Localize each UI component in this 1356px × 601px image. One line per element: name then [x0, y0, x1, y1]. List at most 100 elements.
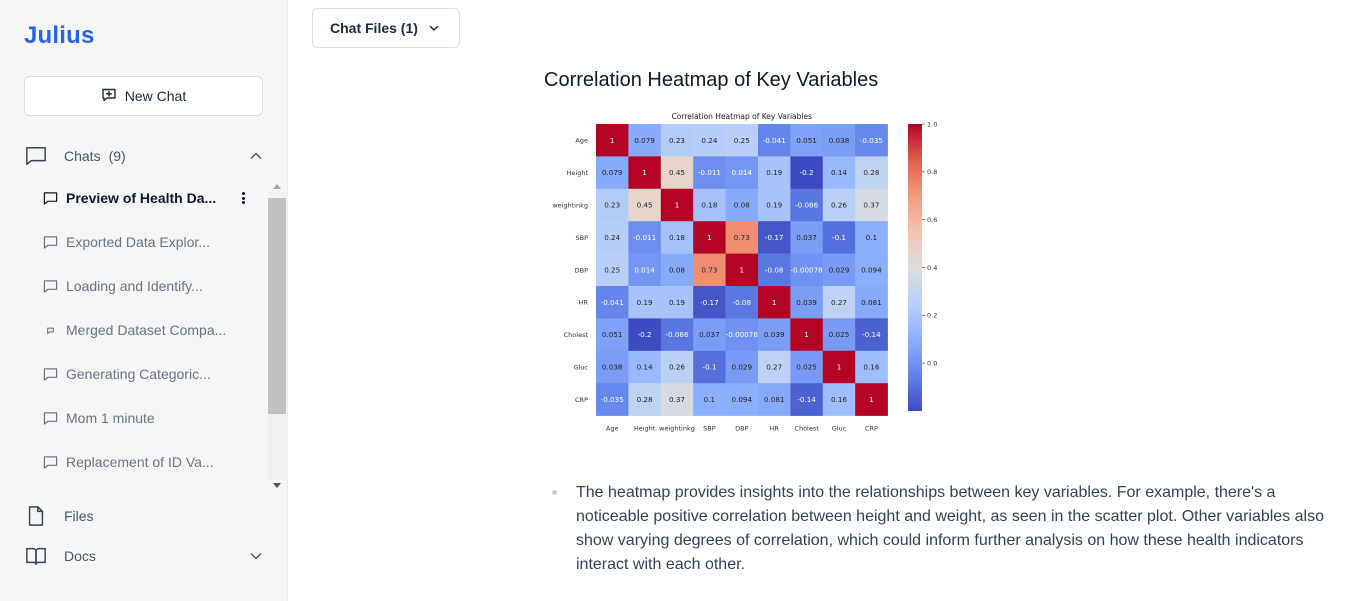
response-heading: Correlation Heatmap of Key Variables — [544, 69, 879, 91]
heatmap-cell-label: 0.37 — [669, 395, 685, 404]
heatmap-cell — [855, 188, 888, 222]
chat-item[interactable]: Replacement of ID Va... — [42, 450, 247, 474]
heatmap-cell-label: -0.00078 — [790, 265, 823, 274]
heatmap-cell-label: 0.038 — [829, 136, 850, 145]
chat-item-label: Preview of Health Da... — [66, 190, 217, 206]
scroll-up-arrow-icon[interactable] — [273, 184, 281, 189]
y-tick-label: Gluc — [573, 364, 588, 372]
x-tick-label: Cholest — [794, 425, 819, 433]
docs-nav-item[interactable]: Docs — [24, 544, 264, 568]
heatmap-cell-label: 0.18 — [669, 233, 685, 242]
heatmap-cell — [725, 124, 759, 157]
colorbar-tick-label: 0.6 — [927, 216, 937, 224]
heatmap-cell — [855, 318, 888, 352]
heatmap-cell-label: -0.00078 — [726, 330, 759, 339]
heatmap-cell-label: -0.1 — [702, 363, 716, 372]
colorbar-tick-label: 0.0 — [927, 359, 937, 367]
heatmap-cell-label: 0.014 — [732, 168, 753, 177]
chat-item[interactable]: Mom 1 minute — [42, 406, 247, 430]
colorbar-tick-label: 1.0 — [927, 120, 937, 128]
chat-bubble-icon — [42, 278, 58, 294]
chat-item[interactable]: Exported Data Explor... — [42, 230, 247, 254]
chat-options-kebab-icon[interactable] — [236, 190, 250, 206]
new-chat-label: New Chat — [124, 88, 187, 104]
new-chat-button[interactable]: New Chat — [24, 76, 263, 116]
chats-section-header[interactable]: Chats (9) — [24, 144, 264, 168]
book-icon — [24, 544, 48, 568]
files-nav-item[interactable]: Files — [24, 504, 264, 528]
heatmap-cell-label: 0.081 — [861, 298, 882, 307]
chat-item[interactable]: Preview of Health Da... — [42, 186, 247, 210]
heatmap-cell — [790, 350, 824, 384]
chevron-down-icon[interactable] — [248, 548, 264, 564]
chat-item-label: Exported Data Explor... — [66, 234, 210, 250]
file-icon — [24, 504, 48, 528]
heatmap-cell — [855, 286, 888, 319]
scroll-thumb[interactable] — [268, 198, 286, 414]
heatmap-cell-label: -0.08 — [732, 298, 751, 307]
heatmap-cell-label: -0.08 — [765, 265, 784, 274]
heatmap-cell — [660, 156, 694, 190]
heatmap-cell-label: 0.039 — [796, 298, 817, 307]
heatmap-cell — [725, 383, 759, 416]
heatmap-cell — [822, 221, 856, 254]
heatmap-cell-label: 0.45 — [669, 168, 685, 177]
heatmap-cell-label: 0.19 — [637, 298, 653, 307]
chevron-up-icon[interactable] — [248, 148, 264, 164]
chevron-down-icon — [429, 25, 439, 31]
heatmap-cell-label: 0.23 — [604, 201, 620, 210]
heatmap-cell-label: -0.041 — [763, 136, 786, 145]
heatmap-cell — [660, 350, 694, 384]
heatmap-cell-label: 0.025 — [829, 330, 850, 339]
heatmap-cell-label: -0.041 — [601, 298, 624, 307]
heatmap-cell-label: 0.27 — [766, 363, 782, 372]
chat-files-dropdown[interactable]: Chat Files (1) — [312, 8, 460, 48]
x-tick-label: DBP — [735, 425, 748, 433]
chat-list-scrollbar[interactable] — [268, 180, 286, 492]
heatmap-cell — [660, 286, 694, 319]
bullet-text: The heatmap provides insights into the r… — [576, 484, 1324, 573]
chat-item[interactable]: Loading and Identify... — [42, 274, 247, 298]
heatmap-cell-label: 0.029 — [829, 265, 850, 274]
heatmap-cell-label: 1 — [642, 168, 647, 177]
heatmap-cell — [855, 253, 888, 287]
chat-bubble-icon — [42, 366, 58, 382]
scroll-down-arrow-icon[interactable] — [273, 483, 281, 488]
heatmap-cell-label: 0.25 — [604, 265, 620, 274]
heatmap-cell-label: -0.17 — [765, 233, 784, 242]
heatmap-cell — [822, 188, 856, 222]
heatmap-cell-label: 0.19 — [669, 298, 685, 307]
heatmap-cell — [628, 124, 662, 157]
heatmap-cell-label: -0.035 — [860, 136, 883, 145]
heatmap-cell-label: 0.19 — [766, 168, 782, 177]
heatmap-cell — [758, 124, 791, 157]
heatmap-cell — [693, 350, 726, 384]
heatmap-cell-label: 0.051 — [602, 330, 623, 339]
heatmap-cell — [758, 383, 791, 416]
chat-item[interactable]: Generating Categoric... — [42, 362, 247, 386]
heatmap-cell — [628, 350, 662, 384]
chat-item-label: Generating Categoric... — [66, 366, 211, 382]
heatmap-cell-label: 1 — [869, 395, 874, 404]
x-tick-label: CRP — [865, 425, 878, 433]
heatmap-cell — [693, 286, 726, 319]
heatmap-cell — [790, 286, 824, 319]
heatmap-cell — [660, 383, 694, 416]
x-tick-label: SBP — [703, 425, 716, 433]
chat-bubble-icon — [42, 454, 58, 470]
chat-list: Preview of Health Da... Exported Data Exp… — [0, 176, 288, 492]
heatmap-cell — [596, 318, 629, 352]
heatmap-title: Correlation Heatmap of Key Variables — [672, 112, 813, 121]
heatmap-cell-label: 0.18 — [701, 201, 717, 210]
brand-logo[interactable]: Julius — [24, 22, 95, 49]
heatmap-cell-label: -0.14 — [862, 330, 881, 339]
y-tick-label: weightinkg — [552, 202, 588, 210]
heatmap-cell — [596, 383, 629, 416]
heatmap-cell-label: 0.23 — [669, 136, 685, 145]
y-tick-label: Age — [575, 137, 588, 145]
heatmap-cell — [822, 383, 856, 416]
heatmap-cell-label: 1 — [675, 201, 680, 210]
heatmap-cell-label: -0.2 — [800, 168, 814, 177]
heatmap-cell-label: 1 — [707, 233, 712, 242]
chat-item[interactable]: Merged Dataset Compa... — [42, 318, 247, 342]
